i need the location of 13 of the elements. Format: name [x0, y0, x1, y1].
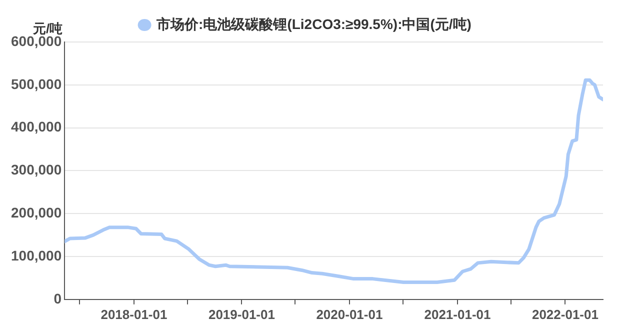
y-tick-label: 200,000: [10, 204, 62, 220]
y-tick-label: 400,000: [10, 118, 62, 135]
y-tick-label: 300,000: [10, 162, 62, 178]
x-tick-label: 2022-01-01: [532, 306, 598, 322]
y-tick-label: 500,000: [10, 76, 62, 92]
y-tick-label: 100,000: [10, 247, 62, 264]
legend-label: 市场价:电池级碳酸锂(Li2CO3:≥99.5%):中国(元/吨): [156, 16, 472, 32]
y-tick-label: 0: [54, 290, 62, 306]
x-tick-label: 2019-01-01: [208, 306, 275, 322]
x-tick-label: 2020-01-01: [316, 306, 383, 322]
y-axis-title: 元/吨: [32, 21, 63, 36]
x-tick-label: 2018-01-01: [100, 306, 168, 322]
x-tick-label: 2021-01-01: [424, 306, 491, 322]
